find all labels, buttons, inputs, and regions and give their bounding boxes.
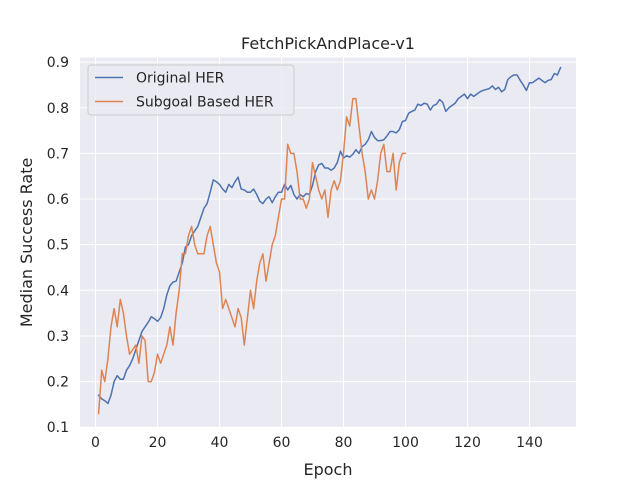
legend-box (87, 64, 295, 116)
chart-title: FetchPickAndPlace-v1 (241, 34, 415, 53)
x-tick-label: 120 (454, 435, 481, 451)
x-tick-label: 40 (211, 435, 229, 451)
y-tick-label: 0.4 (47, 283, 69, 299)
x-tick-label: 20 (149, 435, 167, 451)
legend-label-subgoal-her: Subgoal Based HER (136, 95, 274, 111)
y-tick-label: 0.2 (47, 375, 69, 391)
x-tick-labels: 0 20 40 60 80 100 120 140 (91, 435, 543, 451)
y-tick-label: 0.7 (47, 146, 69, 162)
y-tick-label: 0.6 (47, 192, 69, 208)
legend: Original HER Subgoal Based HER (87, 64, 295, 116)
y-tick-label: 0.3 (47, 329, 69, 345)
y-tick-labels: 0.1 0.2 0.3 0.4 0.5 0.6 0.7 0.8 0.9 (47, 55, 69, 436)
y-axis-label: Median Success Rate (17, 158, 36, 327)
x-tick-label: 140 (516, 435, 543, 451)
x-tick-label: 60 (273, 435, 291, 451)
y-tick-label: 0.8 (47, 101, 69, 117)
legend-label-original-her: Original HER (136, 71, 225, 87)
grid (80, 57, 576, 428)
series-group (97, 66, 562, 415)
plot-background (80, 57, 576, 428)
x-axis-label: Epoch (304, 460, 353, 479)
x-tick-label: 80 (335, 435, 353, 451)
x-tick-label: 100 (392, 435, 419, 451)
y-tick-label: 0.5 (47, 238, 69, 254)
y-tick-label: 0.1 (47, 420, 69, 436)
y-tick-label: 0.9 (47, 55, 69, 71)
x-tick-label: 0 (91, 435, 100, 451)
series-line-subgoal-based-her (97, 97, 407, 415)
series-line-original-her (97, 66, 562, 405)
